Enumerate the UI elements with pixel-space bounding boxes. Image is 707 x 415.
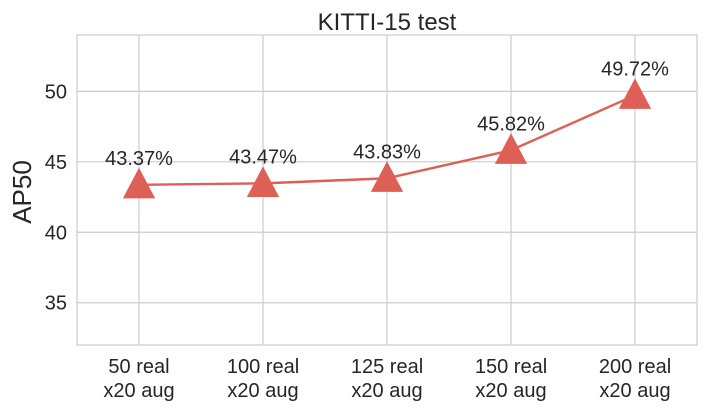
data-label: 49.72% [601, 58, 669, 80]
data-point-marker [618, 78, 652, 109]
data-point-marker [494, 133, 528, 164]
y-axis-label: AP50 [7, 160, 37, 224]
series-layer [122, 78, 652, 199]
data-label: 45.82% [477, 113, 545, 135]
data-point-marker [370, 161, 404, 192]
x-tick-label: 200 real x20 aug [599, 356, 671, 402]
data-point-marker [122, 167, 156, 199]
data-label: 43.37% [105, 148, 173, 170]
data-point-marker [246, 166, 280, 197]
x-tick-label: 50 real x20 aug [103, 356, 174, 402]
x-tick-label: 100 real x20 aug [227, 356, 299, 402]
y-tick-labels: 35 40 45 50 [45, 81, 67, 314]
data-label: 43.83% [353, 141, 421, 163]
y-tick-label: 35 [45, 293, 67, 315]
y-tick-label: 40 [45, 222, 67, 244]
x-tick-label: 125 real x20 aug [351, 356, 423, 402]
data-label: 43.47% [229, 146, 297, 168]
x-tick-labels: 50 real x20 aug 100 real x20 aug 125 real x20… [103, 356, 671, 402]
y-tick-label: 50 [45, 81, 67, 103]
plot-frame [76, 34, 698, 346]
chart-title: KITTI-15 test [318, 9, 457, 36]
x-tick-label: 150 real x20 aug [475, 356, 547, 402]
data-labels: 43.37% 43.47% 43.83% 45.82% 49.72% [105, 58, 669, 169]
y-tick-label: 45 [45, 152, 67, 174]
